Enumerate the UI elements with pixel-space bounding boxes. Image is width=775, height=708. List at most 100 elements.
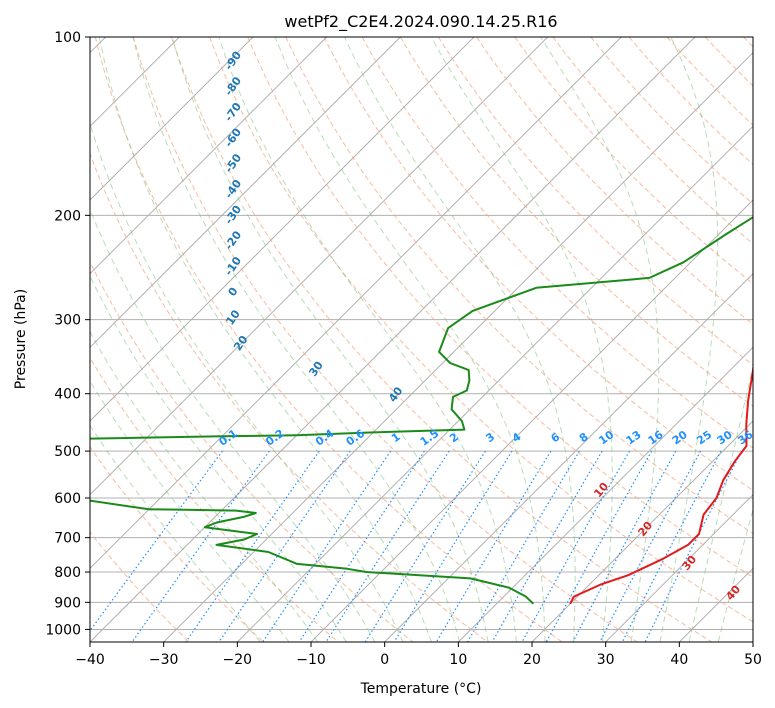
isotherm-line	[678, 567, 753, 642]
isotherm-line	[90, 37, 549, 496]
isotherm-line	[90, 37, 622, 570]
dry-adiabat-line	[514, 37, 753, 285]
moist-adiabat-label: 40	[723, 583, 743, 603]
mixing-ratio-line	[599, 450, 702, 642]
x-tick-label: 0	[380, 652, 389, 668]
mixing-ratio-line	[521, 450, 631, 642]
moist-adiabat-line	[717, 507, 753, 642]
dry-adiabat-line	[247, 37, 753, 578]
dry-adiabat-label: -80	[222, 74, 244, 98]
dry-adiabat-label: -70	[222, 100, 244, 124]
mixing-ratio-line	[131, 450, 270, 642]
moist-adiabat-line	[430, 37, 613, 642]
mixing-ratio-label: 0.2	[263, 427, 286, 449]
y-tick-label: 900	[54, 595, 81, 611]
dewpoint-line	[90, 216, 753, 605]
isotherm-line	[90, 37, 475, 422]
dry-adiabat-label: -10	[222, 254, 244, 278]
mixing-ratio-line	[218, 450, 351, 642]
mixing-ratio-label: 20	[670, 428, 690, 448]
isotherm-line	[605, 493, 753, 642]
dry-adiabat-line	[552, 37, 753, 245]
mixing-ratio-label: 16	[646, 428, 666, 448]
moist-adiabat-line	[171, 37, 489, 642]
dry-adiabat-line	[437, 37, 753, 366]
y-tick-label: 300	[54, 313, 81, 329]
isotherm-line	[531, 420, 753, 642]
isotherm-line	[90, 37, 254, 201]
dry-adiabat-line	[90, 260, 414, 642]
moist-adiabat-line	[90, 274, 347, 642]
moist-adiabat-line	[688, 363, 753, 642]
isotherm-line	[457, 346, 753, 642]
moist-adiabat-label: 30	[679, 553, 699, 573]
mixing-ratio-line	[466, 450, 580, 642]
moist-adiabat-label: 10	[591, 480, 611, 500]
dry-adiabat-label: 10	[223, 307, 243, 327]
mixing-ratio-line	[621, 450, 722, 642]
x-tick-label: 40	[670, 652, 688, 668]
dry-adiabat-line	[590, 37, 753, 205]
mixing-ratio-line	[491, 450, 603, 642]
isotherm-line	[384, 272, 753, 642]
x-tick-label: 50	[744, 652, 762, 668]
dry-adiabat-line	[90, 152, 488, 642]
y-tick-label: 700	[54, 531, 81, 547]
mixing-ratio-label: 10	[596, 428, 616, 448]
mixing-ratio-line	[262, 450, 392, 642]
dry-adiabat-label: 0	[226, 285, 241, 299]
mixing-ratio-label: 0.1	[217, 427, 240, 449]
moist-adiabat-line	[90, 424, 261, 642]
mixing-ratio-line	[185, 450, 320, 642]
chart-title: wetPf2_C2E4.2024.090.14.25.R16	[284, 12, 557, 32]
y-tick-label: 100	[54, 30, 81, 46]
x-axis-label: Temperature (°C)	[360, 681, 482, 697]
isotherm-line	[236, 125, 753, 642]
moist-adiabat-line	[540, 37, 660, 642]
y-tick-label: 800	[54, 565, 81, 581]
dry-adiabat-line	[704, 37, 753, 87]
dry-adiabat-label: -20	[222, 228, 244, 252]
mixing-ratio-line	[435, 450, 552, 642]
mixing-ratio-label: 4	[510, 430, 524, 445]
mixing-ratio-line	[572, 450, 677, 642]
y-tick-label: 200	[54, 208, 81, 224]
dry-adiabat-label: -60	[222, 126, 244, 150]
dry-adiabat-line	[285, 37, 753, 535]
x-tick-label: −10	[296, 652, 326, 668]
y-tick-label: 600	[54, 491, 81, 507]
y-tick-label: 500	[54, 444, 81, 460]
moist-adiabat-line	[274, 37, 546, 642]
mixing-ratio-line	[298, 450, 425, 642]
moist-adiabat-line	[343, 37, 576, 642]
moist-adiabat-line	[98, 37, 432, 642]
dry-adiabat-label: -30	[222, 203, 244, 227]
mixing-ratio-line	[90, 450, 223, 632]
line-labels: 0.1 0.2 0.4 0.6 1 1.5 2 3 4 6 8 10 13 16 20 25 30 36-90-8…	[217, 49, 756, 603]
dry-adiabat-line	[361, 37, 753, 449]
isotherm-line	[90, 37, 401, 349]
dry-adiabat-label: -40	[222, 177, 244, 201]
axis-ticks: −40 −30 −20 −10 0 10 20 30 40 5010020030040050060…	[45, 30, 762, 668]
dry-adiabat-line	[209, 37, 753, 623]
moist-adiabat-line	[132, 37, 461, 642]
x-tick-label: 10	[449, 652, 467, 668]
dry-adiabat-line	[323, 37, 753, 491]
dry-adiabat-label: 40	[386, 384, 406, 404]
isotherm-line	[90, 37, 328, 275]
dry-adiabat-line	[90, 446, 264, 642]
isotherm-line	[163, 51, 753, 642]
y-tick-label: 400	[54, 387, 81, 403]
dry-adiabat-line	[132, 37, 638, 642]
dry-adiabat-label: -90	[222, 49, 244, 73]
dry-adiabat-label: 30	[306, 359, 326, 379]
dry-adiabat-line	[399, 37, 753, 407]
dry-adiabat-line	[743, 37, 753, 48]
mixing-ratio-label: 0.4	[313, 427, 337, 449]
moist-adiabat-line	[218, 37, 517, 642]
mixing-ratio-line	[393, 450, 513, 642]
dry-adiabat-line	[476, 37, 753, 325]
mixing-ratio-label: 25	[694, 428, 714, 447]
isotherm-line	[90, 37, 696, 642]
dry-adiabat-line	[628, 37, 753, 166]
